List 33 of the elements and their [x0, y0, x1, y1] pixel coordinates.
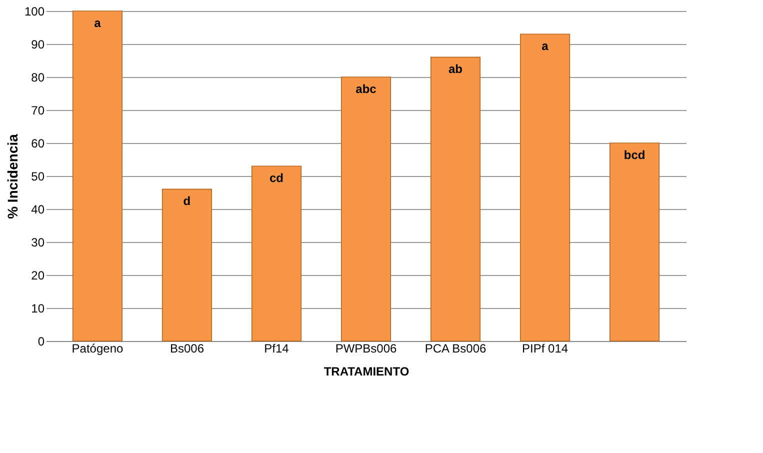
- y-tick-label: 100: [24, 4, 45, 18]
- y-tick-label: 60: [31, 136, 45, 150]
- y-tick-label: 10: [31, 302, 45, 316]
- bar: [520, 34, 570, 342]
- data-label: d: [183, 194, 191, 208]
- bar: [162, 188, 212, 342]
- x-tick-label: Pf14: [264, 342, 290, 356]
- data-label: abc: [356, 82, 377, 96]
- y-tick-label: 50: [31, 170, 45, 184]
- y-tick-label: 90: [31, 38, 45, 52]
- x-tick-label: Bs006: [170, 342, 204, 356]
- x-tick-label: Patógeno: [72, 342, 124, 356]
- data-label: a: [94, 16, 102, 30]
- data-label: ab: [448, 62, 463, 76]
- data-label: cd: [269, 171, 284, 186]
- bar: [72, 10, 122, 342]
- y-tick-label: 80: [31, 70, 45, 84]
- x-tick-label: PIPf 014: [522, 342, 568, 356]
- bar: [430, 56, 481, 342]
- y-tick-label: 40: [31, 202, 45, 216]
- y-tick-label: 70: [31, 104, 45, 118]
- y-axis-title: % Incidencia: [4, 134, 20, 219]
- data-label: bcd: [624, 148, 646, 162]
- bar: [251, 166, 302, 342]
- y-tick-label: 0: [38, 334, 45, 348]
- x-axis-title: TRATAMIENTO: [324, 364, 410, 378]
- x-tick-label: PWPBs006: [335, 342, 398, 356]
- data-label: a: [542, 39, 549, 54]
- y-tick-label: 20: [31, 268, 45, 282]
- bar: [340, 76, 392, 342]
- bar: [610, 142, 660, 342]
- y-tick-label: 30: [31, 236, 45, 250]
- x-tick-label: PCA Bs006: [424, 342, 487, 356]
